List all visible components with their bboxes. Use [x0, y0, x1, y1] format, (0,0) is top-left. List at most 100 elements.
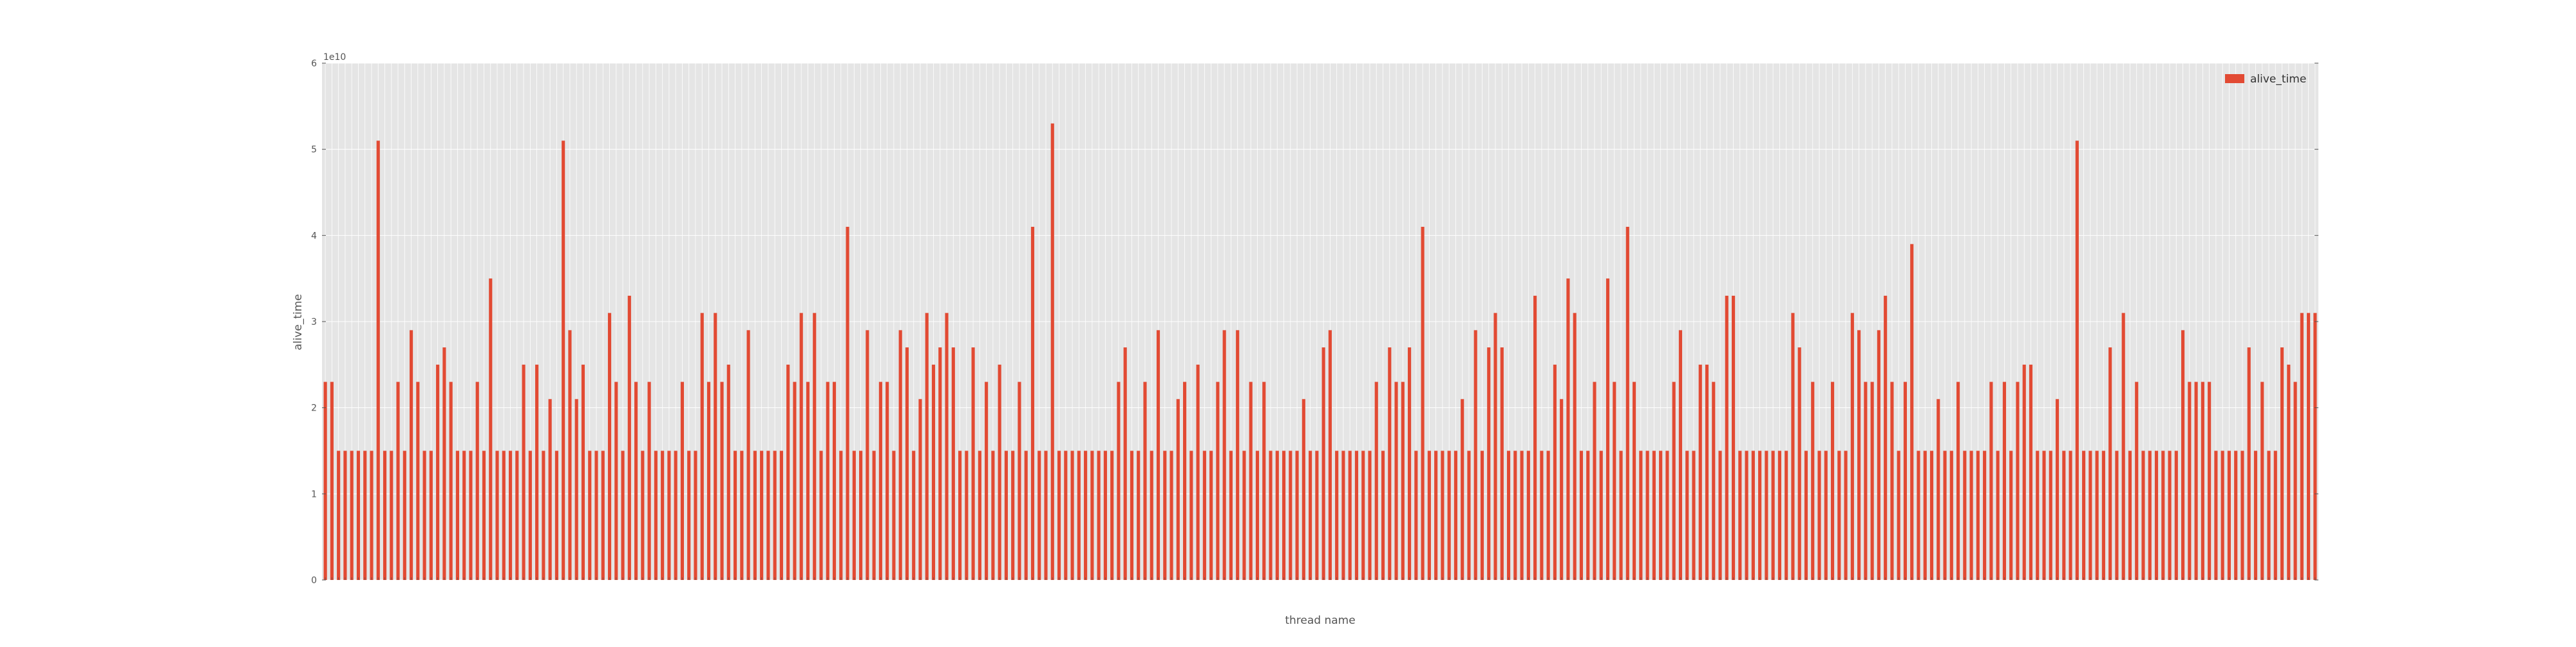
y-tick-label: 0: [311, 575, 317, 586]
bar: [442, 347, 446, 580]
bar: [1222, 330, 1226, 580]
bar: [1394, 381, 1398, 580]
bar: [2055, 399, 2060, 580]
bar: [515, 450, 519, 580]
bar: [462, 450, 466, 580]
bar: [1619, 450, 1623, 580]
bar: [627, 295, 631, 580]
bar: [674, 450, 677, 580]
bar: [2214, 450, 2218, 580]
bar: [1633, 381, 1636, 580]
bar: [574, 399, 578, 580]
bar: [905, 347, 909, 580]
bar: [1817, 450, 1821, 580]
bar: [2141, 450, 2145, 580]
bar: [773, 450, 777, 580]
bar: [978, 450, 981, 580]
bar: [1473, 330, 1477, 580]
bar: [2181, 330, 2185, 580]
bar: [2101, 450, 2105, 580]
bar: [475, 381, 479, 580]
bar: [1341, 450, 1345, 580]
bar: [1321, 347, 1325, 580]
bar: [1857, 330, 1861, 580]
bar: [1189, 450, 1193, 580]
bar: [1044, 450, 1048, 580]
bar: [1170, 450, 1173, 580]
bar: [826, 381, 829, 580]
bar: [581, 364, 585, 580]
bar: [337, 450, 341, 580]
bar: [1586, 450, 1590, 580]
bar: [1011, 450, 1015, 580]
y-tick-label: 3: [311, 317, 317, 327]
bar: [2260, 381, 2264, 580]
bar: [1573, 313, 1577, 580]
bar: [1725, 295, 1728, 580]
bar: [1202, 450, 1206, 580]
bar: [1870, 381, 1874, 580]
bar: [416, 381, 420, 580]
bar: [878, 381, 882, 580]
bar: [1216, 381, 1220, 580]
bar: [323, 381, 327, 580]
bar: [819, 450, 823, 580]
bar: [1917, 450, 1920, 580]
bar: [912, 450, 916, 580]
bar: [1441, 450, 1444, 580]
y-tick-label: 6: [311, 59, 317, 69]
bar: [965, 450, 969, 580]
bar: [846, 226, 849, 580]
bar: [1949, 450, 1953, 580]
bar: [1996, 450, 2000, 580]
bar: [614, 381, 618, 580]
bar: [733, 450, 737, 580]
bar: [396, 381, 400, 580]
bar: [1705, 364, 1709, 580]
bar: [2201, 381, 2204, 580]
bar: [1335, 450, 1339, 580]
bar: [601, 450, 605, 580]
bar: [1824, 450, 1828, 580]
bar: [1077, 450, 1081, 580]
bar: [925, 313, 929, 580]
bar: [1401, 381, 1405, 580]
bar: [2108, 347, 2112, 580]
bar: [945, 313, 949, 580]
bar: [726, 364, 730, 580]
bar: [376, 140, 380, 581]
bar: [1765, 450, 1768, 580]
bar: [753, 450, 757, 580]
bar: [508, 450, 513, 580]
y-tick-label: 1: [311, 489, 317, 499]
bar: [799, 313, 803, 580]
bar: [1593, 381, 1596, 580]
y-axis-multiplier: 1e10: [323, 52, 346, 63]
bar: [958, 450, 962, 580]
bar: [1785, 450, 1788, 580]
bar: [634, 381, 638, 580]
bar: [2095, 450, 2099, 580]
bar: [998, 364, 1001, 580]
bar: [1685, 450, 1689, 580]
bar: [1262, 381, 1266, 580]
bar: [495, 450, 499, 580]
y-axis-label: alive_time: [292, 294, 305, 350]
bar: [2128, 450, 2132, 580]
bar: [1064, 450, 1068, 580]
bar: [706, 381, 711, 580]
bar: [1289, 450, 1293, 580]
bar: [1176, 399, 1180, 580]
bar: [991, 450, 995, 580]
bar: [1242, 450, 1246, 580]
bar: [594, 450, 598, 580]
bar: [1374, 381, 1378, 580]
bar: [2148, 450, 2152, 580]
legend-label: alive_time: [2250, 73, 2306, 86]
bar: [2194, 381, 2198, 580]
bar: [886, 381, 889, 580]
bar: [1090, 450, 1094, 580]
bar: [1480, 450, 1484, 580]
bar: [1381, 450, 1385, 580]
bar: [746, 330, 750, 580]
